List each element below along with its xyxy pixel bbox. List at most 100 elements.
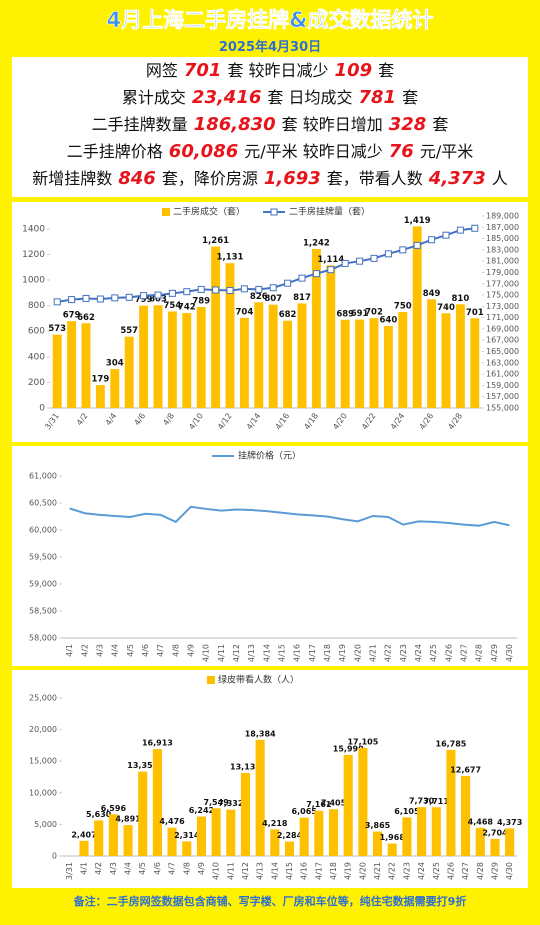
y2-tick-label: 181,000 [486, 257, 519, 266]
x-tick-label: 4/26 [444, 644, 453, 662]
bar [167, 311, 177, 408]
x-tick-label: 4/20 [353, 644, 362, 662]
data-label: 4,476 [159, 817, 185, 826]
bar [284, 841, 295, 856]
bar [255, 739, 265, 856]
y2-tick-label: 185,000 [486, 234, 519, 243]
data-label: 754 [164, 301, 182, 311]
x-tick-label: 4/25 [429, 644, 438, 662]
data-label: 2,284 [277, 831, 303, 840]
line-marker [96, 295, 104, 303]
x-tick-label: 4/16 [293, 644, 302, 662]
stat-line: 二手挂牌数量 186,830 套 较昨日增加 328 套 [12, 111, 528, 138]
x-tick-label: 4/10 [202, 644, 211, 662]
y-tick-label: 5,000 [34, 820, 57, 829]
line-marker [370, 254, 378, 262]
x-tick-label: 4/27 [461, 862, 470, 880]
x-tick-label: 4/23 [402, 862, 411, 880]
data-label: 817 [293, 293, 311, 303]
stat-value: 76 [388, 141, 414, 162]
chart: 58,000 58,500 59,000 59,500 60,000 60,500 61,0… [12, 446, 528, 666]
stat-text: 套，降价房源 [161, 169, 258, 188]
x-tick-label: 4/12 [232, 644, 241, 662]
line-marker [384, 250, 392, 258]
y-tick-label: 61,000 [29, 472, 57, 481]
y-tick-label: 58,000 [29, 634, 57, 643]
bar [182, 841, 192, 856]
data-label: 17,105 [347, 737, 378, 746]
stat-text: 套 较昨日减少 [227, 61, 329, 80]
x-tick-label: 4/10 [212, 862, 221, 880]
data-label: 557 [120, 326, 138, 336]
x-tick-label: 4/21 [373, 862, 382, 880]
y-tick-label: 10,000 [29, 788, 57, 797]
y2-tick-label: 179,000 [486, 268, 519, 277]
x-tick-label: 4/17 [314, 862, 323, 880]
y-tick-label: 60,000 [29, 526, 57, 535]
y2-tick-label: 171,000 [486, 313, 519, 322]
data-label: 2,314 [174, 831, 200, 840]
data-label: 7,730 [409, 797, 435, 806]
x-tick-label: 4/17 [308, 644, 317, 662]
stat-text: 累计成交 [121, 88, 186, 107]
x-tick-label: 4/9 [197, 862, 206, 875]
x-tick-label: 4/12 [241, 862, 250, 880]
bar [239, 317, 249, 408]
legend-swatch [207, 676, 215, 684]
line-marker [154, 291, 162, 299]
data-label: 803 [149, 295, 167, 305]
line-marker [327, 266, 335, 274]
y2-tick-label: 177,000 [486, 279, 519, 288]
y2-tick-label: 163,000 [486, 358, 519, 367]
x-tick-label: 4/6 [141, 644, 150, 657]
legend-label: 二手房成交（套） [173, 206, 245, 218]
x-tick-label: 4/26 [418, 411, 436, 431]
x-tick-label: 4/24 [414, 644, 423, 662]
data-label: 1,261 [202, 236, 229, 246]
x-tick-label: 4/20 [331, 411, 349, 431]
chart: 0 5,000 10,000 15,000 20,000 25,000 3/31 4/1 4/2… [12, 670, 528, 888]
bar [153, 305, 163, 408]
x-tick-label: 4/4 [104, 411, 119, 427]
data-label: 7,332 [218, 799, 243, 808]
stat-value: 4,373 [428, 168, 486, 189]
bar [299, 817, 309, 856]
data-label: 2,407 [71, 830, 96, 839]
bar [387, 843, 397, 856]
stat-text: 套，带看人数 [326, 169, 423, 188]
data-label: 1,968 [380, 833, 406, 842]
data-label: 12,677 [450, 765, 481, 774]
data-label: 682 [279, 310, 297, 320]
y-tick-label: 1200 [22, 250, 45, 260]
data-label: 7,161 [306, 800, 332, 809]
data-label: 789 [192, 297, 210, 307]
stat-text: 人 [491, 169, 508, 188]
x-tick-label: 4/1 [65, 644, 74, 657]
bar [196, 816, 206, 856]
chart: 0 200 400 600 800 1000 1200 1400 155,000 157,000 1… [12, 202, 528, 442]
data-label: 2,704 [482, 828, 508, 837]
data-label: 807 [264, 294, 282, 304]
stat-line: 二手挂牌价格 60,086 元/平米 较昨日减少 76 元/平米 [12, 138, 528, 165]
x-tick-label: 4/1 [80, 862, 89, 875]
data-label: 640 [380, 316, 398, 326]
bar [311, 249, 321, 408]
line-marker [183, 288, 191, 296]
line-marker [68, 296, 76, 304]
x-tick-label: 4/18 [323, 644, 332, 662]
stat-value: 109 [334, 60, 373, 81]
x-tick-label: 4/26 [446, 862, 455, 880]
y2-tick-label: 159,000 [486, 381, 519, 390]
x-tick-label: 4/7 [168, 862, 177, 875]
y2-tick-label: 175,000 [486, 291, 519, 300]
line-marker [168, 289, 176, 297]
data-label: 826 [250, 292, 268, 302]
bar [152, 749, 162, 856]
stat-text: 网签 [145, 61, 178, 80]
data-label: 750 [394, 302, 412, 312]
x-tick-label: 4/4 [124, 862, 133, 875]
stat-value: 1,693 [263, 168, 321, 189]
bar [138, 771, 148, 856]
data-label: 701 [466, 308, 484, 318]
data-label: 689 [336, 309, 354, 319]
